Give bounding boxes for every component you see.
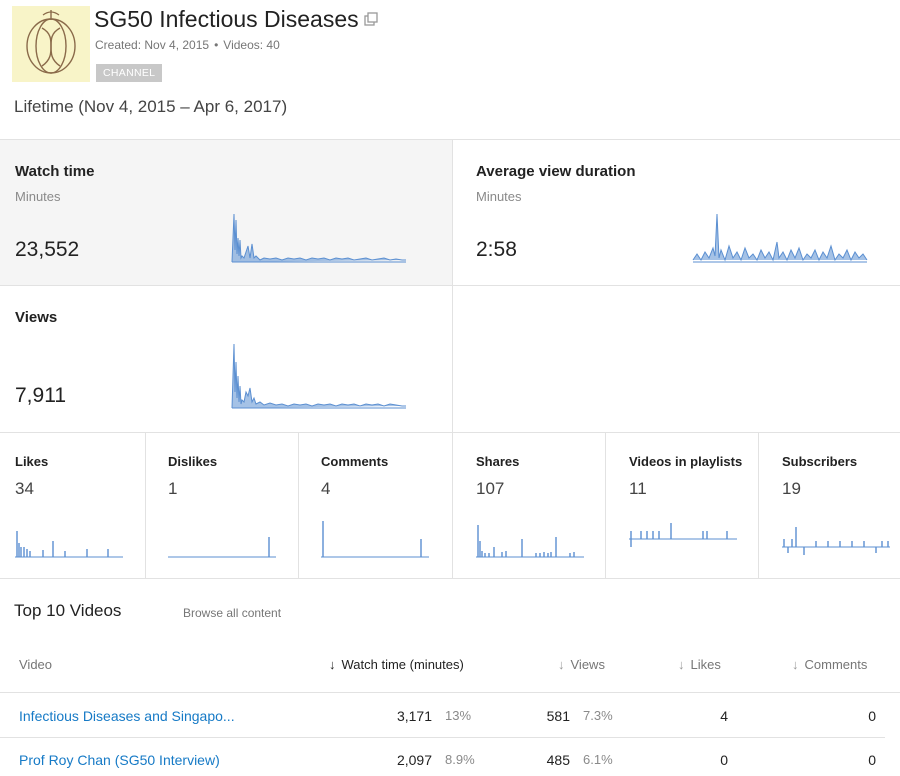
metric-title: Dislikes — [168, 454, 218, 469]
video-count: Videos: 40 — [223, 38, 280, 52]
watch-time-percent: 8.9% — [445, 752, 475, 767]
metric-title: Videos in playlists — [629, 454, 743, 469]
divider — [452, 433, 453, 578]
metric-value: 34 — [15, 479, 34, 498]
date-range-label: Lifetime (Nov 4, 2015 – Apr 6, 2017) — [14, 97, 288, 116]
metric-value: 107 — [476, 479, 505, 498]
table-row: Prof Roy Chan (SG50 Interview) 2,097 8.9… — [0, 738, 900, 776]
metric-value: 2:58 — [476, 238, 517, 261]
top-videos-title: Top 10 Videos — [14, 601, 122, 620]
browse-all-link[interactable]: Browse all content — [183, 606, 282, 620]
divider — [0, 139, 900, 140]
likes-value: 4 — [720, 708, 728, 724]
metric-card-watch-time[interactable]: Watch time Minutes 23,552 — [0, 140, 452, 285]
sort-arrow-icon: ↓ — [329, 657, 336, 672]
metric-value: 1 — [168, 479, 178, 498]
external-link-icon[interactable] — [364, 12, 378, 26]
comments-value: 0 — [868, 708, 876, 724]
channel-title: SG50 Infectious Diseases — [94, 6, 359, 32]
divider — [0, 578, 900, 579]
metric-card-subscribers[interactable]: Subscribers 19 — [767, 433, 900, 578]
metric-value: 4 — [321, 479, 331, 498]
metric-card-shares[interactable]: Shares 107 — [461, 433, 605, 578]
views-percent: 7.3% — [583, 708, 613, 723]
column-header-video[interactable]: Video — [19, 657, 53, 672]
divider — [452, 140, 453, 432]
views-value: 485 — [546, 752, 570, 768]
dislikes-sparkline — [168, 537, 276, 558]
divider — [0, 432, 900, 433]
sort-arrow-icon: ↓ — [558, 657, 565, 672]
metric-title: Views — [15, 309, 58, 326]
divider — [298, 433, 299, 578]
metric-title: Subscribers — [782, 454, 858, 469]
comments-sparkline — [321, 521, 429, 558]
metric-title: Shares — [476, 454, 520, 469]
comments-value: 0 — [868, 752, 876, 768]
channel-header: SG50 Infectious Diseases Created: Nov 4,… — [0, 0, 900, 140]
video-title-link[interactable]: Prof Roy Chan (SG50 Interview) — [19, 752, 220, 768]
views-percent: 6.1% — [583, 752, 613, 767]
avg-view-duration-sparkline — [692, 213, 868, 263]
channel-badge: CHANNEL — [96, 64, 163, 82]
table-row: Infectious Diseases and Singapo... 3,171… — [0, 694, 900, 738]
watch-time-value: 2,097 — [396, 752, 432, 768]
divider — [145, 433, 146, 578]
metric-card-videos-in-playlists[interactable]: Videos in playlists 11 — [614, 433, 758, 578]
metric-card-avg-view-duration[interactable]: Average view duration Minutes 2:58 — [461, 140, 900, 285]
divider — [0, 737, 885, 738]
sort-arrow-icon: ↓ — [678, 657, 685, 672]
channel-logo — [12, 6, 90, 82]
metric-card-comments[interactable]: Comments 4 — [306, 433, 452, 578]
column-header-label: Likes — [690, 657, 721, 672]
column-header-label: Views — [570, 657, 605, 672]
metric-card-dislikes[interactable]: Dislikes 1 — [153, 433, 298, 578]
column-header-comments[interactable]: ↓ Comments — [792, 657, 867, 672]
metric-card-views[interactable]: Views 7,911 — [0, 286, 452, 432]
divider — [0, 692, 900, 693]
views-sparkline — [231, 343, 406, 409]
metric-value: 7,911 — [15, 384, 66, 407]
column-header-views[interactable]: ↓ Views — [558, 657, 605, 672]
column-header-label: Watch time (minutes) — [341, 657, 464, 672]
watch-time-percent: 13% — [445, 708, 472, 723]
divider — [605, 433, 606, 578]
metric-value: 11 — [629, 479, 647, 498]
subscribers-sparkline — [782, 527, 890, 555]
metric-title: Watch time — [15, 163, 95, 180]
shares-sparkline — [476, 525, 584, 558]
metric-value: 19 — [782, 479, 801, 498]
meta-separator: • — [214, 38, 219, 52]
column-header-label: Comments — [804, 657, 868, 672]
channel-meta: Created: Nov 4, 2015 • Videos: 40 — [95, 38, 280, 52]
video-title-link[interactable]: Infectious Diseases and Singapo... — [19, 708, 235, 724]
created-date: Created: Nov 4, 2015 — [95, 38, 210, 52]
metric-title: Average view duration — [476, 163, 636, 180]
metric-title: Likes — [15, 454, 49, 469]
column-header-likes[interactable]: ↓ Likes — [678, 657, 721, 672]
likes-sparkline — [15, 531, 123, 558]
metric-value: 23,552 — [15, 238, 80, 261]
likes-value: 0 — [720, 752, 728, 768]
views-value: 581 — [546, 708, 570, 724]
divider — [0, 285, 900, 286]
watch-time-value: 3,171 — [396, 708, 432, 724]
watch-time-sparkline — [231, 213, 406, 263]
videos-in-playlists-sparkline — [629, 523, 737, 547]
metric-title: Comments — [321, 454, 389, 469]
sort-arrow-icon: ↓ — [792, 657, 799, 672]
metric-card-likes[interactable]: Likes 34 — [0, 433, 145, 578]
divider — [758, 433, 759, 578]
metric-unit: Minutes — [476, 189, 522, 204]
column-header-watch-time[interactable]: ↓ Watch time (minutes) — [329, 657, 464, 672]
metric-unit: Minutes — [15, 189, 61, 204]
